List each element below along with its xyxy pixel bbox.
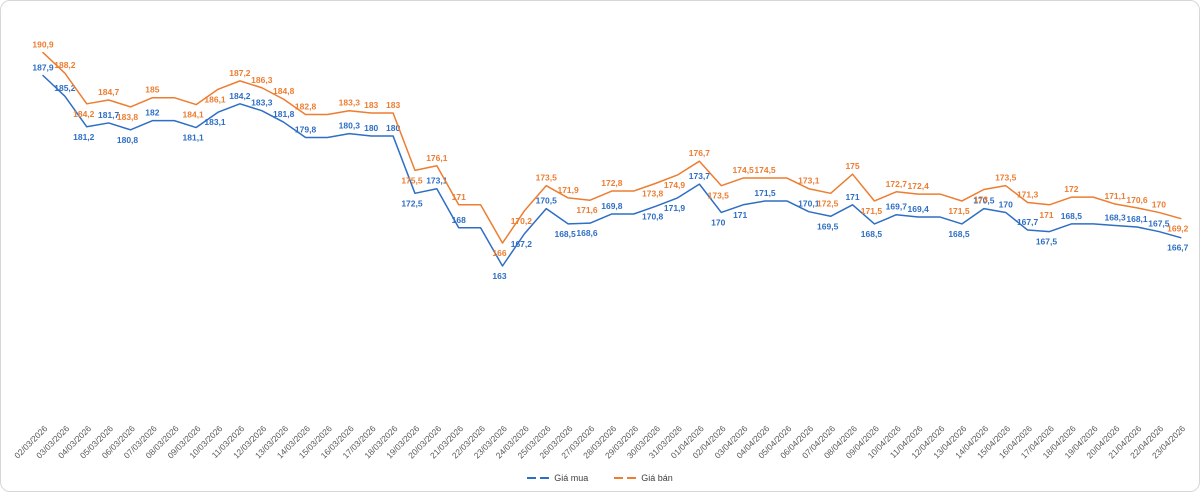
data-label: 171 <box>452 192 466 202</box>
data-label: 168 <box>452 215 466 225</box>
data-label: 183,1 <box>204 117 226 127</box>
data-label: 173,5 <box>708 191 730 201</box>
data-label: 169,2 <box>1167 224 1189 234</box>
data-label: 170,5 <box>973 196 995 206</box>
data-label: 187,2 <box>229 68 251 78</box>
data-label: 183,8 <box>117 112 139 122</box>
data-label: 170,5 <box>536 196 558 206</box>
series-line <box>42 74 1182 267</box>
data-label: 186,3 <box>251 75 273 85</box>
data-label: 170,6 <box>1126 195 1148 205</box>
data-label: 168,6 <box>576 228 598 238</box>
data-label: 187,9 <box>32 63 54 73</box>
data-label: 171,6 <box>576 205 598 215</box>
data-label: 176,1 <box>426 153 448 163</box>
data-label: 184,1 <box>183 110 205 120</box>
data-label: 172,8 <box>601 178 623 188</box>
data-label: 171 <box>733 210 747 220</box>
data-label: 173,1 <box>426 176 448 186</box>
data-label: 166,7 <box>1167 243 1189 253</box>
data-label: 181,2 <box>73 132 95 142</box>
data-label: 183 <box>386 100 400 110</box>
data-label: 183,3 <box>251 98 273 108</box>
data-label: 184,8 <box>273 86 295 96</box>
data-label: 171,3 <box>1017 190 1039 200</box>
data-label: 174,5 <box>733 165 755 175</box>
data-label: 171,5 <box>861 206 883 216</box>
data-label: 184,2 <box>229 91 251 101</box>
data-label: 184,7 <box>98 87 120 97</box>
data-label: 176,7 <box>689 148 711 158</box>
data-label: 183,3 <box>339 98 361 108</box>
data-label: 170 <box>1152 199 1166 209</box>
data-label: 168,5 <box>861 229 883 239</box>
data-label: 173,5 <box>536 173 558 183</box>
data-label: 190,9 <box>32 40 54 50</box>
data-label: 185 <box>145 85 159 95</box>
data-label: 174,9 <box>664 180 686 190</box>
data-label: 171,5 <box>754 188 776 198</box>
data-label: 167,5 <box>1148 219 1170 229</box>
data-label: 171,1 <box>1104 191 1126 201</box>
data-label: 181,7 <box>98 110 120 120</box>
data-label: 180 <box>386 123 400 133</box>
data-label: 171,5 <box>948 206 970 216</box>
data-label: 172,5 <box>817 198 839 208</box>
data-label: 171,9 <box>664 203 686 213</box>
data-label: 171 <box>845 192 859 202</box>
data-label: 170 <box>711 217 725 227</box>
data-label: 170,2 <box>511 216 533 226</box>
data-label: 168,5 <box>948 229 970 239</box>
data-label: 182,8 <box>295 102 317 112</box>
data-label: 168,5 <box>554 229 576 239</box>
data-label: 170 <box>999 199 1013 209</box>
data-label: 173,7 <box>689 171 711 181</box>
data-label: 173 <box>974 195 988 205</box>
data-label: 173,8 <box>642 188 664 198</box>
data-label: 169,8 <box>601 201 623 211</box>
data-label: 179,8 <box>295 124 317 134</box>
data-label: 175 <box>845 161 859 171</box>
series-line <box>42 51 1182 244</box>
data-label: 172,4 <box>908 181 930 191</box>
data-label: 174,5 <box>754 165 776 175</box>
data-label: 170,8 <box>642 211 664 221</box>
data-label: 172,5 <box>401 198 423 208</box>
data-label: 168,1 <box>1126 214 1148 224</box>
data-label: 167,7 <box>1017 217 1039 227</box>
data-label: 171,9 <box>557 185 579 195</box>
data-label: 186,1 <box>204 94 226 104</box>
data-label: 175,5 <box>401 175 423 185</box>
data-label: 183 <box>364 100 378 110</box>
data-label: 173,1 <box>798 176 820 186</box>
data-label: 172 <box>1064 184 1078 194</box>
data-label: 180,8 <box>117 135 139 145</box>
data-label: 180,3 <box>339 121 361 131</box>
data-label: 166 <box>492 248 506 258</box>
data-label: 169,4 <box>908 204 930 214</box>
data-label: 170,1 <box>798 199 820 209</box>
data-label: 181,1 <box>183 133 205 143</box>
data-label: 171 <box>1039 210 1053 220</box>
data-label: 173,5 <box>995 173 1017 183</box>
data-label: 185,2 <box>54 83 76 93</box>
data-label: 169,7 <box>886 202 908 212</box>
data-label: 181,8 <box>273 109 295 119</box>
data-label: 188,2 <box>54 60 76 70</box>
data-label: 167,5 <box>1036 237 1058 247</box>
data-label: 169,5 <box>817 221 839 231</box>
data-label: 168,5 <box>1061 211 1083 221</box>
data-label: 167,2 <box>511 239 533 249</box>
data-label: 168,3 <box>1104 212 1126 222</box>
data-label: 163 <box>492 271 506 281</box>
data-label: 172,7 <box>886 179 908 189</box>
data-label: 180 <box>364 123 378 133</box>
data-label: 182 <box>145 108 159 118</box>
data-label: 184,2 <box>73 109 95 119</box>
